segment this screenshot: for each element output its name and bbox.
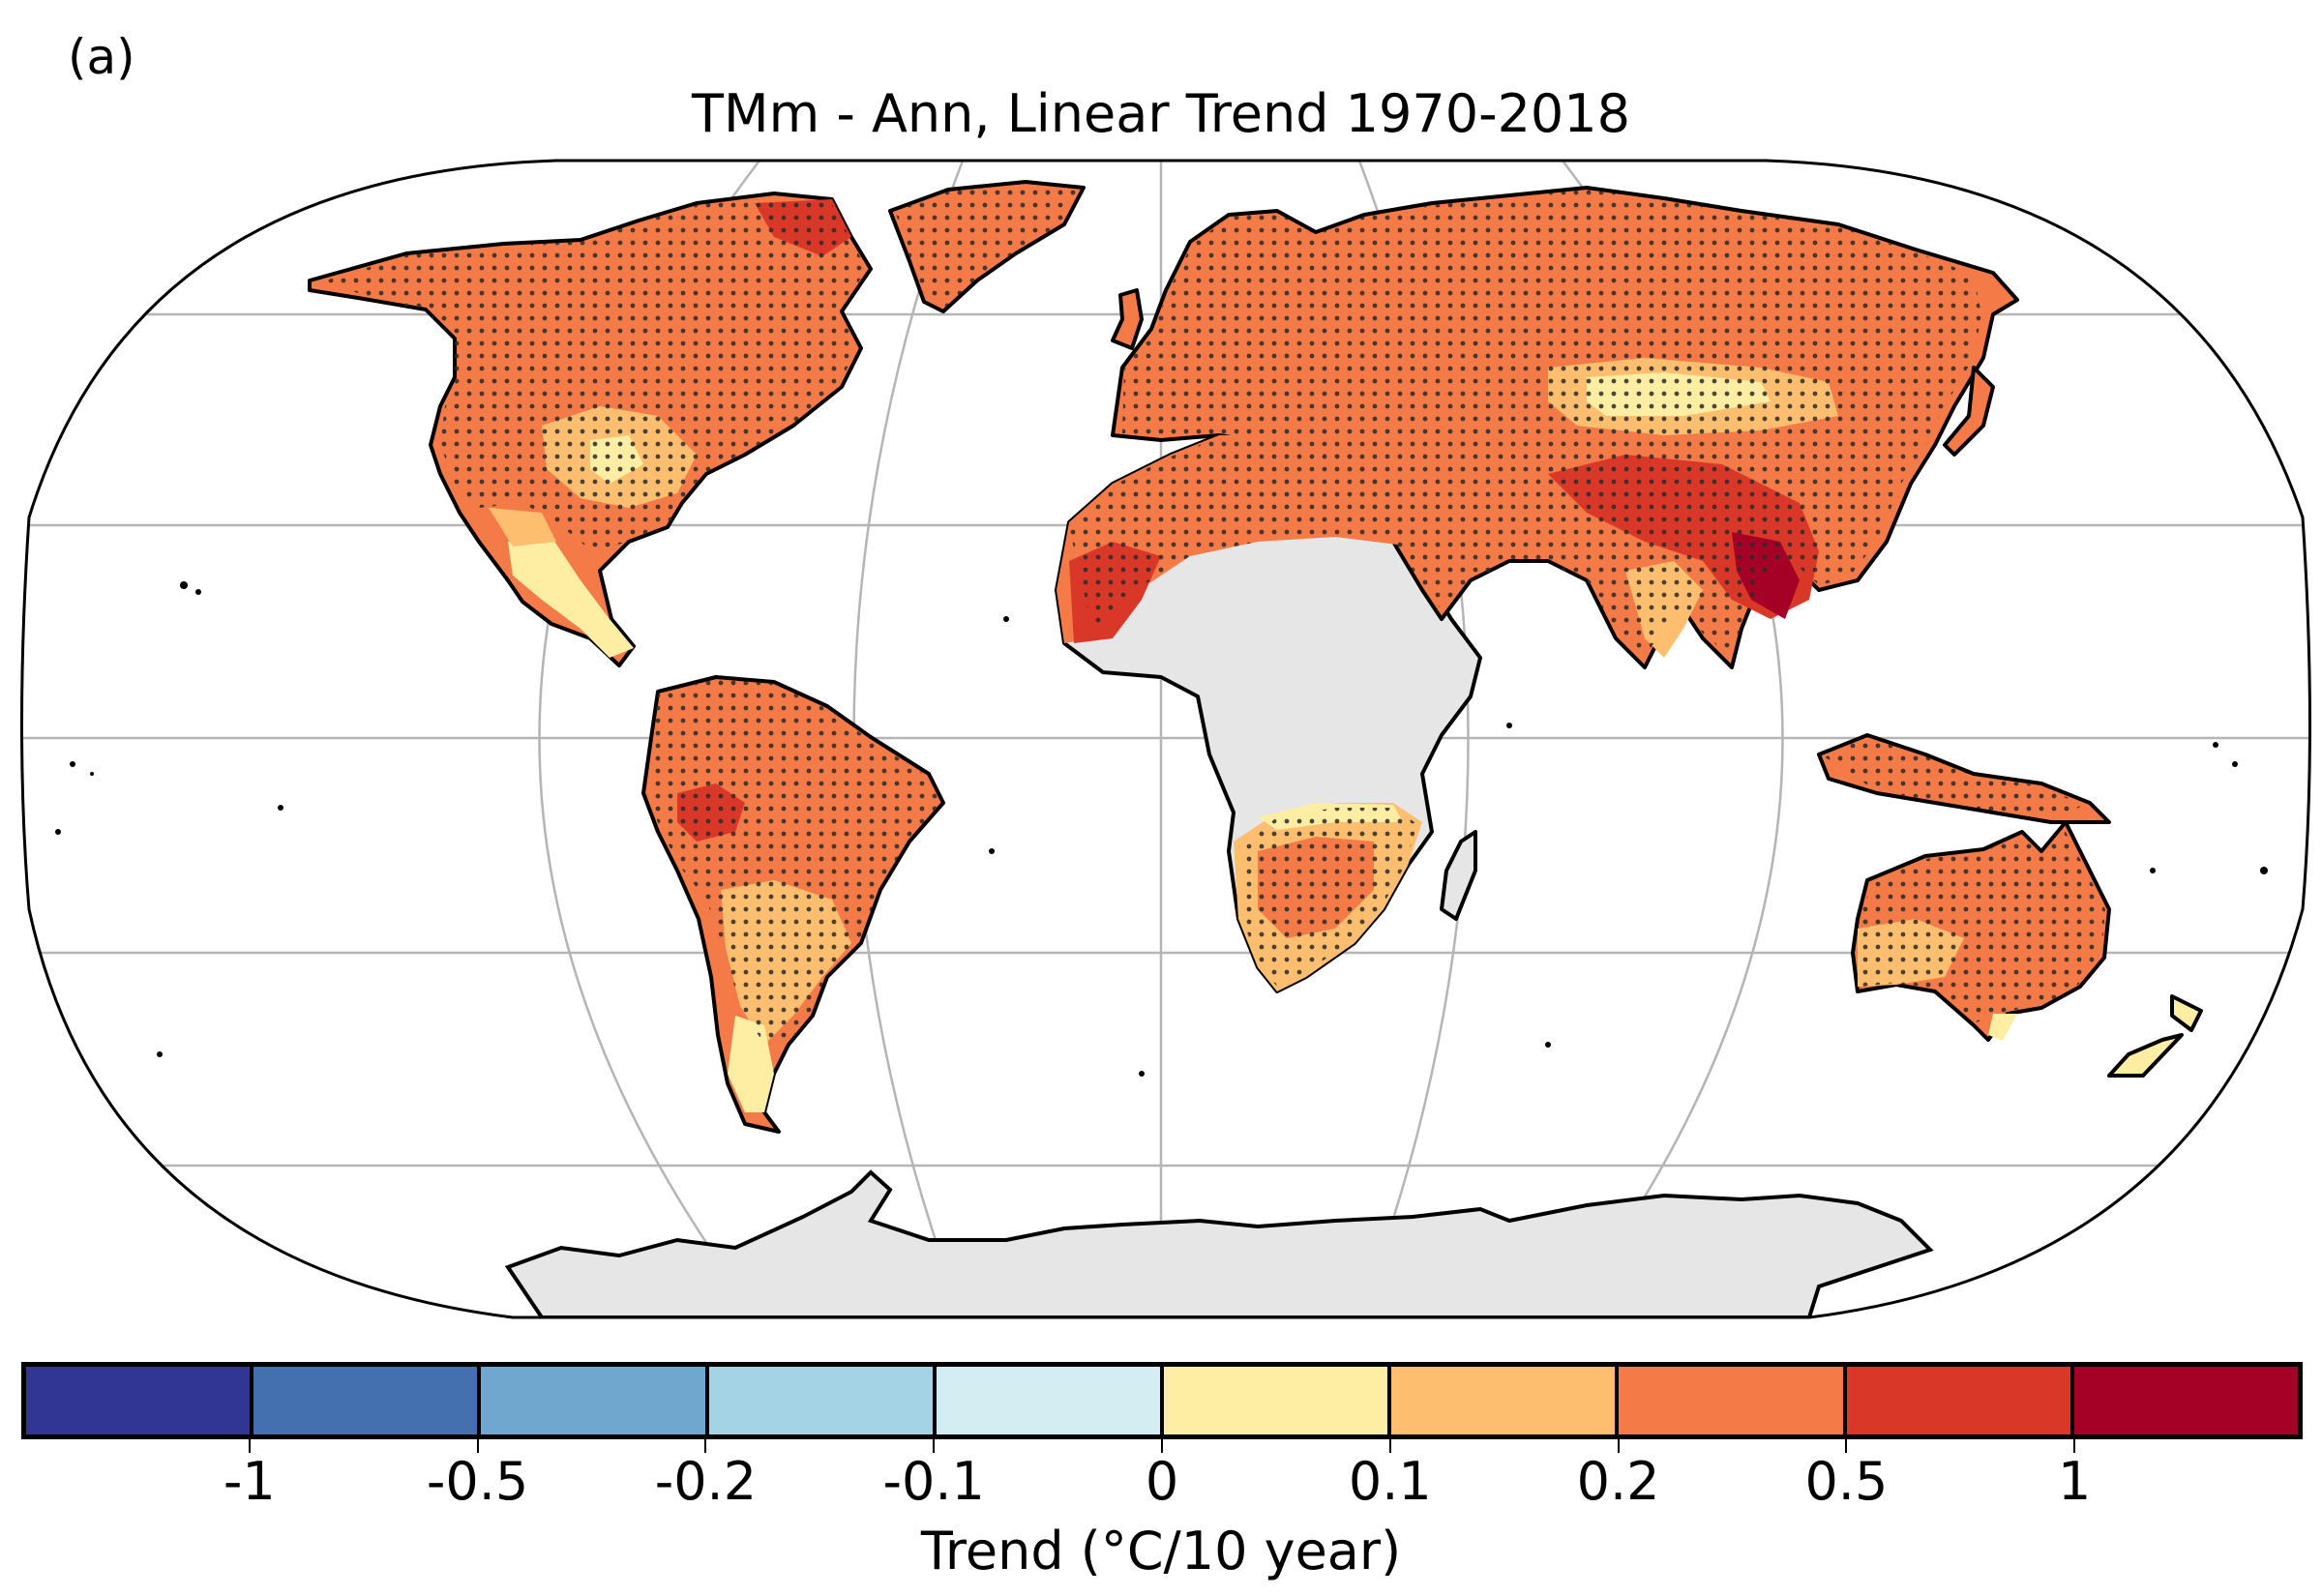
- colorbar-tick: [933, 1439, 936, 1453]
- colorbar-segment-3: [708, 1367, 937, 1434]
- colorbar-segment-1: [253, 1367, 482, 1434]
- colorbar-segment-0: [26, 1367, 254, 1434]
- colorbar-tick: [476, 1439, 479, 1453]
- colorbar-segment-4: [936, 1367, 1165, 1434]
- colorbar-tick-label: -1: [223, 1451, 276, 1512]
- significance-stippling: [319, 184, 2105, 1045]
- colorbar-tick: [2073, 1439, 2076, 1453]
- colorbar-segment-6: [1391, 1367, 1620, 1434]
- colorbar-tick-label: -0.1: [882, 1451, 985, 1512]
- map-title: TMm - Ann, Linear Trend 1970-2018: [692, 83, 1630, 144]
- madagascar: [1440, 830, 1477, 921]
- colorbar-tick: [1388, 1439, 1391, 1453]
- colorbar-tick-label: 0.2: [1576, 1451, 1660, 1512]
- antarctica: [504, 1169, 1934, 1317]
- islands: [55, 581, 2268, 1077]
- colorbar-tick: [704, 1439, 707, 1453]
- colorbar-tick-label: -0.5: [426, 1451, 529, 1512]
- colorbar-segment-8: [1846, 1367, 2074, 1434]
- colorbar-segment-5: [1164, 1367, 1392, 1434]
- japan: [1943, 366, 1995, 457]
- colorbar-tick: [1617, 1439, 1620, 1453]
- world-map: [20, 159, 2311, 1319]
- map-frame: [20, 159, 2311, 1319]
- new-zealand: [2107, 994, 2203, 1078]
- british-isles: [1111, 288, 1144, 350]
- colorbar-tick-label: 0.1: [1348, 1451, 1432, 1512]
- colorbar-label: Trend (°C/10 year): [920, 1521, 1402, 1581]
- colorbar-tick: [1161, 1439, 1163, 1453]
- colorbar-segment-7: [1619, 1367, 1847, 1434]
- colorbar-tick-label: 0: [1145, 1451, 1179, 1512]
- colorbar-tick-label: -0.2: [654, 1451, 758, 1512]
- colorbar-tick: [1845, 1439, 1848, 1453]
- colorbar-tick-label: 1: [2058, 1451, 2092, 1512]
- colorbar-segment-2: [481, 1367, 709, 1434]
- colorbar: [21, 1362, 2303, 1439]
- colorbar-segment-9: [2073, 1367, 2299, 1434]
- panel-label: (a): [68, 29, 135, 85]
- colorbar-tick-label: 0.5: [1804, 1451, 1889, 1512]
- colorbar-tick: [248, 1439, 251, 1453]
